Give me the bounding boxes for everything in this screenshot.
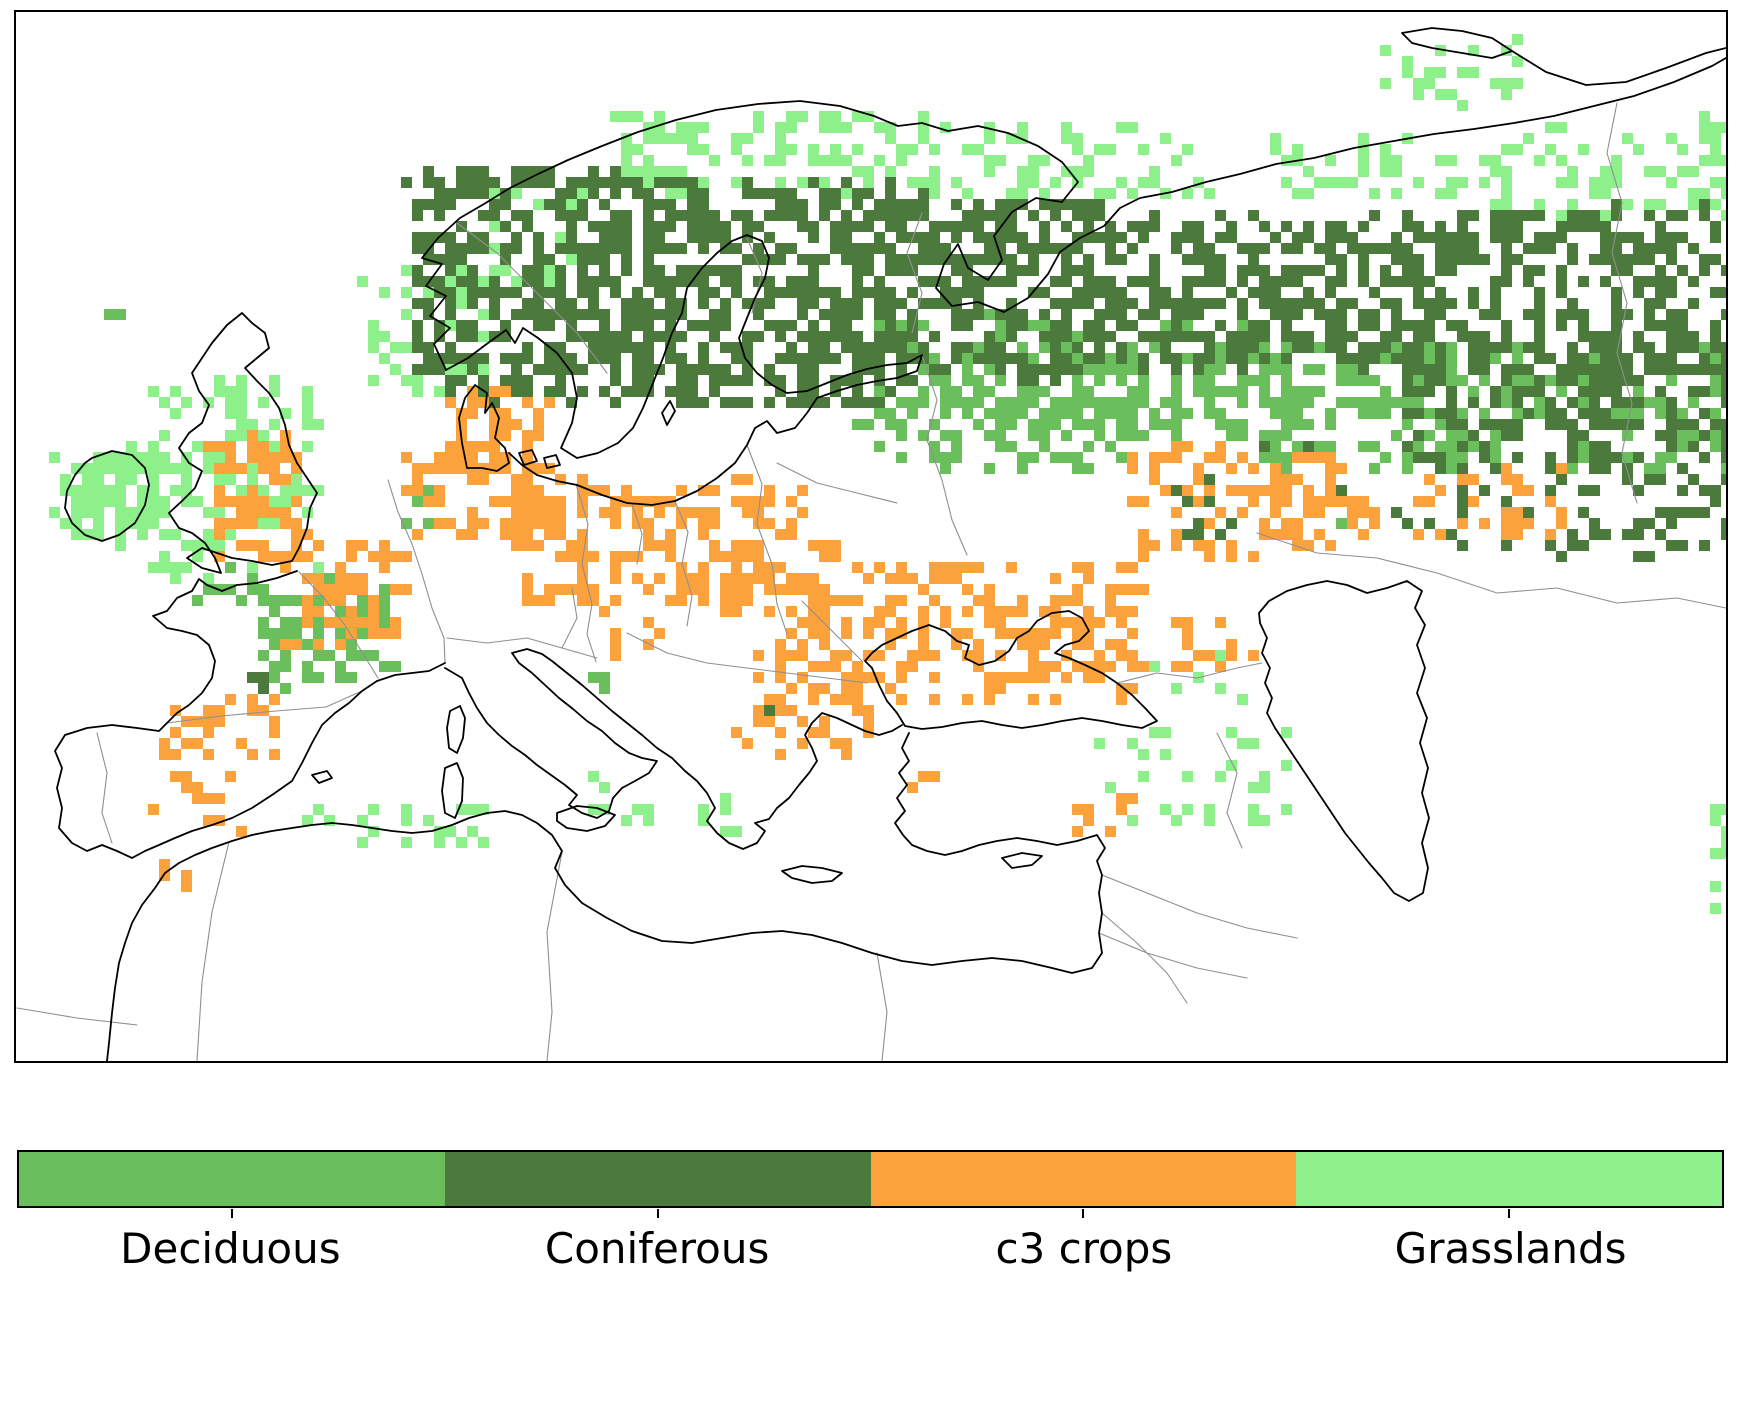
colorbar-tick <box>1508 1209 1511 1218</box>
legend-label-coniferous: Coniferous <box>544 1224 770 1273</box>
coast-arctic-norway <box>421 57 1726 371</box>
legend-label-c3-crops: c3 crops <box>995 1224 1173 1273</box>
legend-label-grasslands: Grasslands <box>1394 1224 1627 1273</box>
colorbar-segment-deciduous <box>19 1152 445 1218</box>
coast-balearics <box>311 770 333 784</box>
colorbar-tick <box>1082 1209 1085 1218</box>
coast-crete <box>781 865 843 884</box>
coast-cyprus <box>1001 852 1043 869</box>
legend-label-deciduous: Deciduous <box>120 1224 341 1273</box>
coast-great-britain <box>168 312 318 574</box>
map-svg <box>16 27 1726 1061</box>
coast-corsica <box>446 705 466 754</box>
coast-sardinia <box>441 762 464 819</box>
coast-arctic-edge <box>1511 47 1726 86</box>
vegetation-cells-layer <box>49 34 1726 914</box>
coast-black-sea <box>864 610 1158 730</box>
country-borders-layer <box>16 102 1726 1061</box>
coast-denmark <box>458 384 510 472</box>
map-panel <box>14 10 1728 1063</box>
colorbar-segment-c3-crops <box>870 1152 1297 1218</box>
colorbar-segment-grasslands <box>1296 1152 1722 1218</box>
colorbar <box>17 1150 1724 1218</box>
coast-turkey-levant-africa <box>106 732 1106 1061</box>
coast-baltic <box>445 234 923 506</box>
coast-sicily <box>556 805 616 832</box>
colorbar-tick <box>230 1209 233 1218</box>
coast-gotland <box>661 400 676 426</box>
colorbar-tick <box>656 1209 659 1218</box>
colorbar-labels: Deciduous Coniferous c3 crops Grasslands <box>17 1224 1724 1273</box>
coast-danish-isles <box>518 449 561 469</box>
coastline-layer <box>54 27 1726 1061</box>
coast-italy-adriatic-greece <box>444 648 903 850</box>
coast-arctic-islands <box>1401 27 1513 59</box>
coast-france-iberia <box>54 570 446 859</box>
colorbar-segment-coniferous <box>444 1152 871 1218</box>
coast-caspian <box>1258 580 1430 902</box>
coast-ireland <box>64 450 150 542</box>
